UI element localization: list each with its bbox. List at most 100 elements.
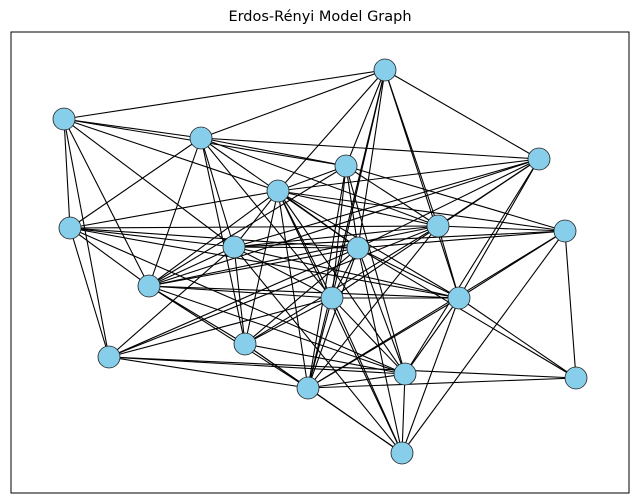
edge-0-18 xyxy=(307,69,386,389)
edge-7-15 xyxy=(108,225,439,358)
edge-15-18 xyxy=(108,356,309,389)
edge-7-12 xyxy=(437,225,460,299)
node-15 xyxy=(97,345,121,369)
node-18 xyxy=(296,376,320,400)
edge-1-6 xyxy=(63,118,71,229)
edge-3-10 xyxy=(357,158,540,249)
edge-3-16 xyxy=(404,158,540,375)
edge-18-19 xyxy=(307,387,403,454)
node-9 xyxy=(222,235,246,259)
edge-3-5 xyxy=(277,158,540,192)
edge-16-18 xyxy=(307,373,406,389)
edge-5-19 xyxy=(277,190,403,454)
edge-12-17 xyxy=(458,297,577,379)
edge-4-8 xyxy=(345,165,566,232)
edge-0-1 xyxy=(63,69,386,120)
edge-12-18 xyxy=(307,297,460,389)
nodes-group xyxy=(52,58,588,465)
edge-11-13 xyxy=(148,285,333,299)
edge-8-9 xyxy=(233,230,566,248)
plot-frame xyxy=(10,31,630,494)
edge-2-3 xyxy=(200,137,540,160)
edge-2-11 xyxy=(148,137,202,287)
edge-9-13 xyxy=(233,246,333,299)
node-14 xyxy=(233,332,257,356)
edge-5-6 xyxy=(69,190,279,229)
node-6 xyxy=(58,216,82,240)
edge-1-2 xyxy=(63,118,202,139)
edge-2-4 xyxy=(200,137,347,167)
edge-10-19 xyxy=(357,247,403,454)
edge-16-19 xyxy=(401,373,406,454)
edge-10-11 xyxy=(148,247,359,287)
edge-11-12 xyxy=(148,285,460,299)
edge-5-9 xyxy=(233,190,279,248)
node-2 xyxy=(189,126,213,150)
edge-9-15 xyxy=(108,246,235,358)
edge-18-17 xyxy=(307,377,577,389)
edge-7-14 xyxy=(244,225,439,345)
edge-2-9 xyxy=(200,137,235,248)
node-4 xyxy=(334,154,358,178)
node-0 xyxy=(373,58,397,82)
edge-4-5 xyxy=(277,165,347,192)
node-7 xyxy=(426,214,450,238)
edge-6-15 xyxy=(69,227,110,358)
edge-13-16 xyxy=(331,297,406,375)
node-11 xyxy=(137,274,161,298)
edge-9-11 xyxy=(148,246,235,287)
edge-7-8 xyxy=(437,225,566,232)
edge-10-16 xyxy=(357,247,406,375)
edge-15-17 xyxy=(108,356,577,379)
edge-10-17 xyxy=(357,247,577,379)
edge-4-11 xyxy=(148,165,347,287)
edge-0-12 xyxy=(384,69,460,299)
edge-10-18 xyxy=(307,247,359,389)
edge-8-19 xyxy=(401,230,566,454)
node-1 xyxy=(52,107,76,131)
edge-1-15 xyxy=(63,118,110,358)
edge-6-10 xyxy=(69,227,359,249)
node-5 xyxy=(266,179,290,203)
edge-0-10 xyxy=(357,69,386,249)
edge-4-18 xyxy=(307,165,347,389)
node-19 xyxy=(390,441,414,465)
edge-4-16 xyxy=(345,165,406,375)
edge-0-5 xyxy=(277,69,386,192)
edge-7-9 xyxy=(233,225,439,248)
edge-15-16 xyxy=(108,356,406,375)
node-3 xyxy=(527,147,551,171)
edge-12-16 xyxy=(404,297,460,375)
edge-2-6 xyxy=(69,137,202,229)
edge-11-16 xyxy=(148,285,406,375)
edge-1-5 xyxy=(63,118,279,192)
edge-8-10 xyxy=(357,230,566,249)
edge-11-18 xyxy=(148,285,309,389)
node-16 xyxy=(393,362,417,386)
edge-6-11 xyxy=(69,227,150,287)
node-12 xyxy=(447,286,471,310)
edge-13-18 xyxy=(307,297,333,389)
edge-7-11 xyxy=(148,225,439,287)
edge-13-15 xyxy=(108,297,333,358)
edge-10-12 xyxy=(357,247,460,299)
edge-9-12 xyxy=(233,246,460,299)
node-8 xyxy=(553,219,577,243)
edge-5-10 xyxy=(277,190,359,249)
edge-4-7 xyxy=(345,165,439,227)
edge-7-18 xyxy=(307,225,439,389)
edges-group xyxy=(63,69,577,454)
edge-6-9 xyxy=(69,227,235,248)
edge-9-10 xyxy=(233,246,359,249)
node-10 xyxy=(346,236,370,260)
edge-0-3 xyxy=(384,69,540,160)
edge-9-14 xyxy=(233,246,246,345)
edge-8-17 xyxy=(564,230,577,379)
chart-title: Erdos-Rényi Model Graph xyxy=(228,9,412,25)
edge-5-16 xyxy=(277,190,406,375)
edge-5-8 xyxy=(277,190,566,232)
edge-12-19 xyxy=(401,297,460,454)
edge-1-9 xyxy=(63,118,235,248)
edge-0-4 xyxy=(345,69,386,167)
